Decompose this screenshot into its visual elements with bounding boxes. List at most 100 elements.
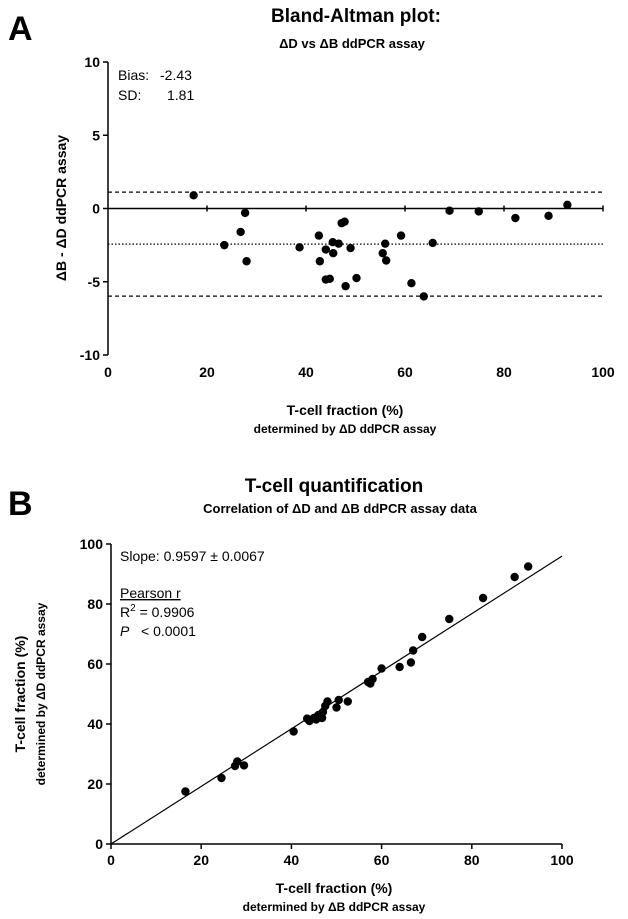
panel-b-data-point (417, 632, 427, 642)
panel-a-data-point (428, 238, 437, 248)
panel-a-subtitle: ΔD vs ΔB ddPCR assay (279, 36, 426, 51)
panel-b-data-point (377, 664, 386, 673)
panel-b-data-point (289, 727, 298, 736)
panel-a-x-tick-label: 20 (199, 364, 215, 380)
panel-b-x-tick-label: 20 (193, 852, 209, 868)
panel-b-data-point (478, 593, 488, 603)
panel-b-data-point (217, 773, 226, 783)
panel-b-data-point (239, 761, 249, 770)
panel-b-x-ticks: 0 20 40 60 80 100 (107, 844, 574, 868)
panel-a-data-point (334, 239, 343, 248)
panel-b-p-symbol: P (120, 623, 130, 639)
panel-a-bias-value: -2.43 (160, 67, 192, 83)
panel-a: A Bland-Altman plot: ΔD vs ΔB ddPCR assa… (8, 6, 615, 436)
panel-a-data-point (329, 248, 338, 258)
panel-a-data-point (352, 273, 361, 283)
panel-a-x-label: T-cell fraction (%) (287, 402, 404, 418)
panel-a-y-label: ΔB - ΔD ddPCR assay (53, 135, 69, 281)
panel-a-x-tick-label: 40 (298, 364, 314, 380)
panel-a-data-point (381, 256, 391, 265)
panel-a-title: Bland-Altman plot: (271, 6, 441, 27)
panel-a-data-point (341, 281, 350, 291)
panel-a-data-point (378, 248, 387, 258)
panel-b-x-tick-label: 0 (107, 852, 115, 868)
panel-a-data-point (407, 279, 416, 288)
panel-a-data-point (381, 239, 390, 248)
panel-b-data-point (323, 697, 332, 706)
panel-b-y-tick-label: 20 (87, 776, 103, 792)
panel-b-label: B (8, 485, 33, 523)
panel-b-data-point (366, 679, 375, 688)
panel-a-y-tick-label: -5 (88, 274, 101, 290)
panel-b: B T-cell quantification Correlation of Δ… (8, 476, 574, 914)
panel-b-y-tick-label: 0 (95, 836, 103, 852)
panel-a-data-point (346, 243, 355, 253)
panel-b-x-label: T-cell fraction (%) (276, 880, 393, 896)
panel-b-x-tick-label: 80 (464, 852, 480, 868)
panel-a-data-point (325, 274, 334, 284)
panel-b-data-point (395, 662, 404, 672)
panel-b-data-point (233, 757, 242, 766)
panel-b-data-point (343, 697, 352, 706)
panel-b-y-tick-label: 60 (87, 656, 103, 672)
panel-b-data-point (445, 614, 454, 624)
panel-b-x-tick-label: 60 (374, 852, 390, 868)
panel-a-y-tick-label: -10 (80, 347, 100, 363)
panel-a-points (189, 191, 572, 301)
panel-b-x-tick-label: 40 (284, 852, 300, 868)
panel-b-r2-prefix: R (120, 604, 130, 620)
panel-a-sd-label: SD: (118, 87, 141, 103)
panel-b-y-label: T-cell fraction (%) (12, 636, 28, 753)
panel-b-data-point (334, 695, 343, 705)
panel-a-data-point (474, 207, 483, 216)
panel-a-data-point (295, 243, 304, 252)
panel-a-x-ticks: 0 20 40 60 80 100 (104, 205, 615, 380)
panel-a-data-point (419, 292, 429, 301)
panel-a-y-tick-label: 5 (92, 127, 100, 143)
panel-b-data-point (332, 703, 341, 712)
panel-b-r2-value: = 0.9906 (136, 604, 195, 620)
panel-a-data-point (445, 206, 454, 215)
panel-a-data-point (511, 213, 520, 223)
panel-b-y-tick-label: 40 (87, 716, 103, 732)
panel-a-data-point (340, 217, 349, 226)
panel-a-y-tick-label: 0 (92, 201, 100, 217)
panel-a-reference-lines (108, 191, 603, 297)
panel-b-x-tick-label: 100 (550, 852, 574, 868)
panel-a-data-point (240, 208, 250, 218)
panel-a-x-tick-label: 0 (104, 364, 112, 380)
panel-b-p-value: < 0.0001 (141, 623, 196, 639)
panel-a-label: A (8, 10, 33, 48)
panel-b-y-label-sub: determined by ΔD ddPCR assay (34, 602, 48, 785)
panel-b-data-point (408, 646, 418, 655)
panel-b-y-tick-label: 80 (87, 596, 103, 612)
panel-a-x-tick-label: 80 (496, 364, 512, 380)
panel-a-bias-label: Bias: (118, 67, 149, 83)
panel-a-x-tick-label: 60 (397, 364, 413, 380)
panel-b-data-point (181, 787, 190, 796)
panel-a-data-point (236, 227, 245, 237)
panel-b-slope: Slope: 0.9597 ± 0.0067 (120, 548, 265, 564)
panel-b-data-point (510, 572, 519, 582)
panel-b-x-label-sub: determined by ΔB ddPCR assay (243, 900, 426, 914)
panel-a-data-point (315, 257, 325, 266)
panel-a-data-point (563, 200, 572, 210)
panel-b-subtitle: Correlation of ΔD and ΔB ddPCR assay dat… (203, 501, 477, 516)
panel-a-x-tick-label: 100 (591, 364, 615, 380)
panel-b-pearson-label: Pearson r (120, 585, 181, 601)
panel-b-title: T-cell quantification (245, 476, 423, 497)
panel-b-y-tick-label: 100 (80, 536, 104, 552)
panel-a-sd-value: 1.81 (167, 87, 194, 103)
panel-b-points (181, 562, 533, 796)
panel-a-data-point (396, 231, 406, 240)
panel-b-r2-sup: 2 (130, 603, 136, 614)
panel-b-data-point (317, 713, 327, 723)
panel-a-x-label-sub: determined by ΔD ddPCR assay (254, 422, 437, 436)
panel-b-r2: R2 = 0.9906 (120, 603, 195, 620)
panel-a-data-point (314, 231, 324, 240)
panel-b-data-point (523, 562, 533, 571)
panel-a-data-point (242, 257, 251, 266)
panel-a-data-point (544, 211, 553, 221)
panel-a-data-point (321, 245, 330, 254)
